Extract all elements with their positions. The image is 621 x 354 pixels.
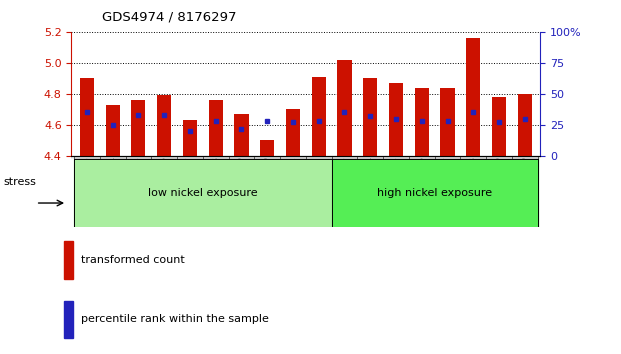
Bar [152, 156, 177, 159]
Bar [512, 156, 538, 159]
Bar [332, 156, 357, 159]
Text: GSM992701: GSM992701 [289, 156, 297, 211]
Bar [389, 83, 403, 156]
Bar [106, 105, 120, 156]
Bar [486, 156, 512, 159]
Bar [74, 159, 332, 227]
Bar [260, 140, 274, 156]
Text: low nickel exposure: low nickel exposure [148, 188, 258, 198]
Text: GSM992710: GSM992710 [520, 156, 529, 211]
Text: GSM992704: GSM992704 [366, 156, 374, 211]
Bar [234, 114, 248, 156]
Bar [337, 60, 351, 156]
Text: GSM992705: GSM992705 [391, 156, 401, 211]
Bar [100, 156, 125, 159]
Bar [363, 78, 378, 156]
Bar [64, 241, 73, 279]
Bar [409, 156, 435, 159]
Text: GSM992707: GSM992707 [443, 156, 452, 211]
Bar [79, 78, 94, 156]
Bar [125, 156, 152, 159]
Text: percentile rank within the sample: percentile rank within the sample [81, 314, 268, 325]
Bar [435, 156, 460, 159]
Bar [286, 109, 300, 156]
Text: GSM992697: GSM992697 [186, 156, 194, 211]
Bar [183, 120, 197, 156]
Bar [357, 156, 383, 159]
Text: GSM992708: GSM992708 [469, 156, 478, 211]
Text: GDS4974 / 8176297: GDS4974 / 8176297 [102, 11, 237, 24]
Bar [64, 301, 73, 338]
Bar [466, 38, 481, 156]
Bar [255, 156, 280, 159]
Bar [440, 88, 455, 156]
Text: GSM992696: GSM992696 [160, 156, 169, 211]
Text: transformed count: transformed count [81, 255, 184, 265]
Text: GSM992706: GSM992706 [417, 156, 426, 211]
Bar [518, 94, 532, 156]
Bar [74, 156, 100, 159]
Bar [460, 156, 486, 159]
Text: GSM992693: GSM992693 [83, 156, 91, 211]
Bar [312, 77, 326, 156]
Bar [203, 156, 229, 159]
Bar [209, 100, 223, 156]
Text: GSM992702: GSM992702 [314, 156, 323, 211]
Text: GSM992703: GSM992703 [340, 156, 349, 211]
Bar [492, 97, 506, 156]
Bar [131, 100, 145, 156]
Text: GSM992698: GSM992698 [211, 156, 220, 211]
Bar [383, 156, 409, 159]
Text: GSM992700: GSM992700 [263, 156, 272, 211]
Text: stress: stress [3, 177, 36, 187]
Bar [280, 156, 306, 159]
Bar [306, 156, 332, 159]
Text: GSM992709: GSM992709 [494, 156, 504, 211]
Text: GSM992694: GSM992694 [108, 156, 117, 211]
Text: high nickel exposure: high nickel exposure [377, 188, 492, 198]
Text: GSM992699: GSM992699 [237, 156, 246, 211]
Bar [332, 159, 538, 227]
Text: GSM992695: GSM992695 [134, 156, 143, 211]
Bar [415, 88, 429, 156]
Bar [229, 156, 255, 159]
Bar [177, 156, 203, 159]
Bar [157, 95, 171, 156]
